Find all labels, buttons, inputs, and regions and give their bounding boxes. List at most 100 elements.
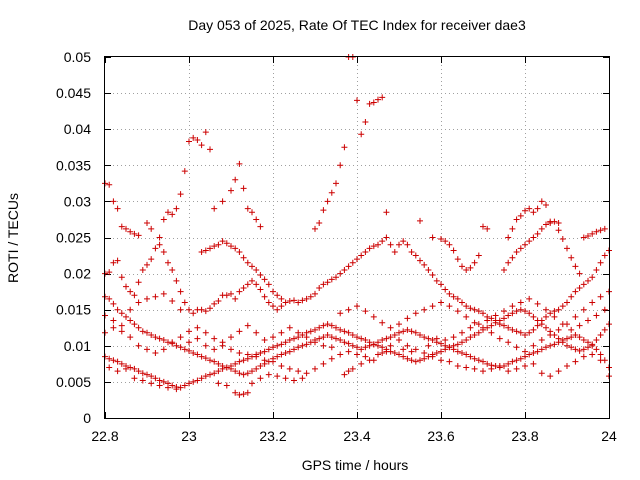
data-point	[471, 319, 478, 326]
data-point	[572, 346, 579, 353]
data-point	[580, 353, 587, 360]
data-point	[400, 346, 407, 353]
data-point	[148, 331, 155, 338]
data-point	[299, 331, 306, 338]
data-point	[307, 293, 314, 300]
data-point	[538, 346, 545, 353]
data-point	[345, 263, 352, 270]
data-point	[467, 324, 474, 331]
data-point	[475, 329, 482, 336]
data-point	[517, 212, 524, 219]
data-point	[135, 368, 142, 375]
data-point	[509, 326, 516, 333]
data-point	[270, 344, 276, 351]
data-point	[522, 308, 528, 315]
x-tick-label: 23	[181, 428, 197, 444]
data-point	[123, 365, 129, 372]
data-point	[396, 337, 402, 344]
data-point	[240, 357, 247, 364]
x-axis-label: GPS time / hours	[302, 457, 409, 473]
data-point	[328, 276, 335, 283]
data-point	[240, 391, 247, 398]
data-point	[261, 293, 268, 300]
data-point	[114, 205, 121, 212]
data-point	[404, 326, 411, 333]
data-point	[312, 339, 318, 346]
data-point	[597, 227, 604, 234]
data-point	[228, 290, 234, 297]
data-point	[303, 341, 310, 348]
data-point	[412, 358, 419, 365]
y-tick-label: 0.035	[56, 157, 91, 173]
data-point	[232, 368, 239, 375]
data-point	[538, 321, 545, 328]
data-point	[480, 223, 486, 230]
data-point	[106, 295, 113, 302]
data-point	[324, 198, 331, 205]
data-point	[320, 281, 327, 288]
data-point	[303, 334, 310, 341]
data-point	[425, 335, 432, 342]
data-point	[480, 358, 486, 365]
data-point	[202, 247, 209, 254]
data-point	[543, 344, 549, 351]
data-point	[240, 285, 247, 292]
data-point	[417, 357, 423, 364]
data-point	[555, 220, 562, 227]
data-point	[249, 277, 255, 284]
data-point	[110, 198, 117, 205]
data-point	[152, 245, 159, 252]
data-point	[555, 339, 562, 346]
data-point	[349, 259, 356, 266]
data-point	[475, 357, 482, 364]
data-point	[236, 391, 243, 398]
data-point	[270, 334, 276, 341]
data-point	[291, 335, 297, 342]
data-point	[127, 317, 134, 324]
data-point	[459, 299, 465, 306]
data-point	[244, 351, 251, 358]
data-point	[467, 305, 474, 312]
data-point	[429, 234, 436, 241]
data-point	[253, 216, 260, 223]
data-point	[576, 270, 583, 277]
data-point	[194, 324, 201, 331]
data-point	[160, 337, 167, 344]
data-point	[324, 331, 331, 338]
data-point	[337, 337, 344, 344]
data-point	[534, 230, 541, 237]
data-point	[488, 322, 495, 329]
y-tick-label: 0.02	[64, 266, 91, 282]
data-point	[118, 328, 125, 335]
data-point	[144, 295, 150, 302]
x-tick-label: 23.8	[511, 428, 538, 444]
data-point	[215, 241, 222, 248]
data-point	[333, 274, 339, 281]
data-point	[328, 334, 335, 341]
data-point	[538, 370, 545, 377]
y-tick-label: 0.04	[64, 121, 91, 137]
data-point	[568, 344, 575, 351]
data-point	[459, 339, 465, 346]
data-point	[375, 351, 381, 358]
data-point	[408, 328, 415, 335]
data-point	[257, 272, 264, 279]
data-point	[333, 335, 339, 342]
data-point	[576, 334, 583, 341]
data-point	[396, 351, 402, 358]
data-point	[421, 261, 428, 268]
data-point	[459, 263, 465, 270]
data-point	[211, 335, 218, 342]
data-point	[362, 344, 369, 351]
data-point	[156, 382, 163, 389]
data-point	[370, 243, 377, 250]
data-point	[505, 368, 512, 375]
data-point	[228, 243, 234, 250]
y-axis-label: ROTI / TECUs	[5, 193, 21, 283]
data-point	[530, 313, 537, 320]
data-point	[601, 252, 608, 259]
data-point	[597, 293, 604, 300]
data-point	[236, 288, 243, 295]
data-point	[144, 371, 150, 378]
